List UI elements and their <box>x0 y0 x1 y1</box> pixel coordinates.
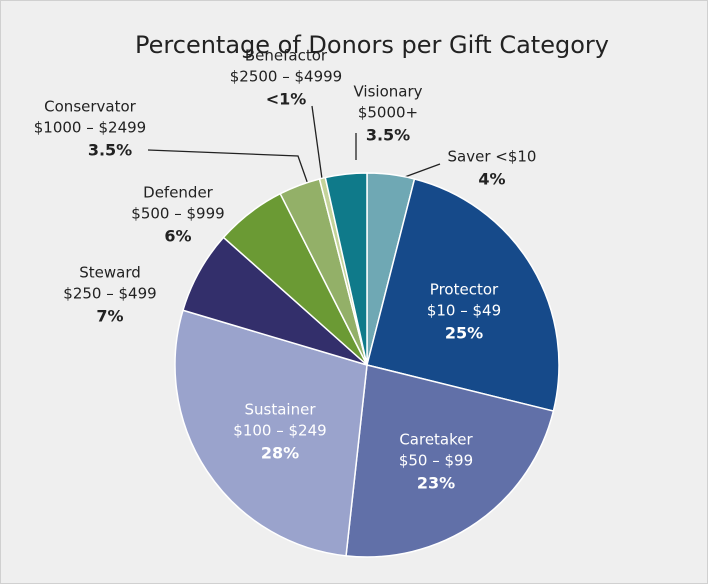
slice-label: Conservator <box>44 98 136 116</box>
slice-value-label: 7% <box>96 307 123 326</box>
slice-range: $10 – $49 <box>427 302 501 320</box>
slice-value-label: 3.5% <box>366 126 410 145</box>
slice-label: Steward <box>79 264 141 282</box>
leader-line <box>401 163 441 179</box>
pie-slice <box>366 178 560 412</box>
slice-value-label: 3.5% <box>88 141 132 160</box>
slice-value-label: 23% <box>417 474 455 493</box>
slice-label: Visionary <box>353 83 422 101</box>
slice-range: $500 – $999 <box>131 205 224 223</box>
slice-label: Protector <box>430 281 499 299</box>
slice-label: Saver <$10 <box>448 148 537 166</box>
slice-range: $5000+ <box>358 104 418 122</box>
slice-range: $100 – $249 <box>233 422 326 440</box>
slice-value-label: 25% <box>445 324 483 343</box>
leader-lines <box>147 105 441 191</box>
slice-value-label: 4% <box>478 170 505 189</box>
pie-slice <box>345 364 555 558</box>
slice-range: $50 – $99 <box>399 452 473 470</box>
pie-slice <box>324 172 368 366</box>
slice-label: Defender <box>143 184 214 202</box>
slice-value-label: 28% <box>261 444 299 463</box>
slice-label: Caretaker <box>399 431 473 449</box>
chart-title: Percentage of Donors per Gift Category <box>135 31 609 59</box>
slice-range: $1000 – $2499 <box>34 119 146 137</box>
slice-label: Benefactor <box>245 47 328 65</box>
slice-range: $250 – $499 <box>63 285 156 303</box>
slice-range: $2500 – $4999 <box>230 68 342 86</box>
leader-line <box>147 149 311 191</box>
leader-line <box>311 105 324 187</box>
slice-label: Sustainer <box>245 401 317 419</box>
slice-value-label: <1% <box>266 90 307 109</box>
slice-value-label: 6% <box>164 227 191 246</box>
pie-slice <box>174 309 368 557</box>
